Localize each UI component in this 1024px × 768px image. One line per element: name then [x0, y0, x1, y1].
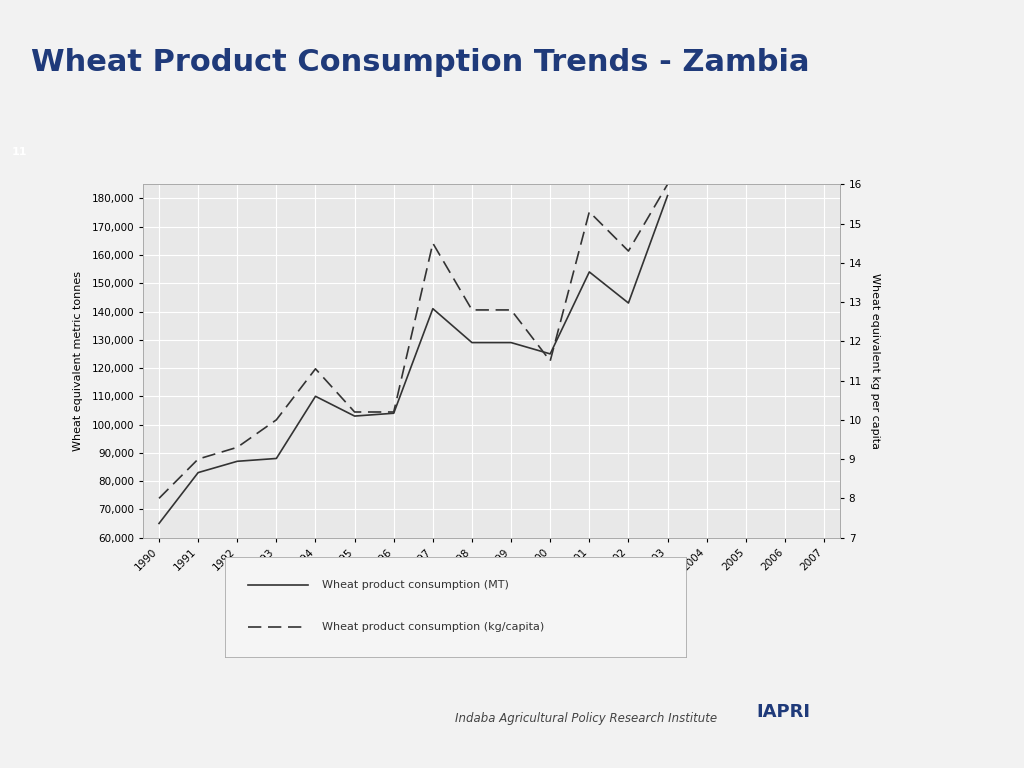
- Text: IAPRI: IAPRI: [757, 703, 810, 721]
- Text: 11: 11: [11, 147, 28, 157]
- Y-axis label: Wheat equivalent metric tonnes: Wheat equivalent metric tonnes: [74, 271, 83, 451]
- Text: Wheat product consumption (MT): Wheat product consumption (MT): [322, 580, 509, 590]
- Y-axis label: Wheat equivalent kg per capita: Wheat equivalent kg per capita: [870, 273, 881, 449]
- Text: Indaba Agricultural Policy Research Institute: Indaba Agricultural Policy Research Inst…: [455, 712, 717, 724]
- Text: Wheat Product Consumption Trends - Zambia: Wheat Product Consumption Trends - Zambi…: [31, 48, 809, 77]
- Text: Wheat product consumption (kg/capita): Wheat product consumption (kg/capita): [322, 621, 545, 632]
- X-axis label: Year: Year: [478, 581, 505, 594]
